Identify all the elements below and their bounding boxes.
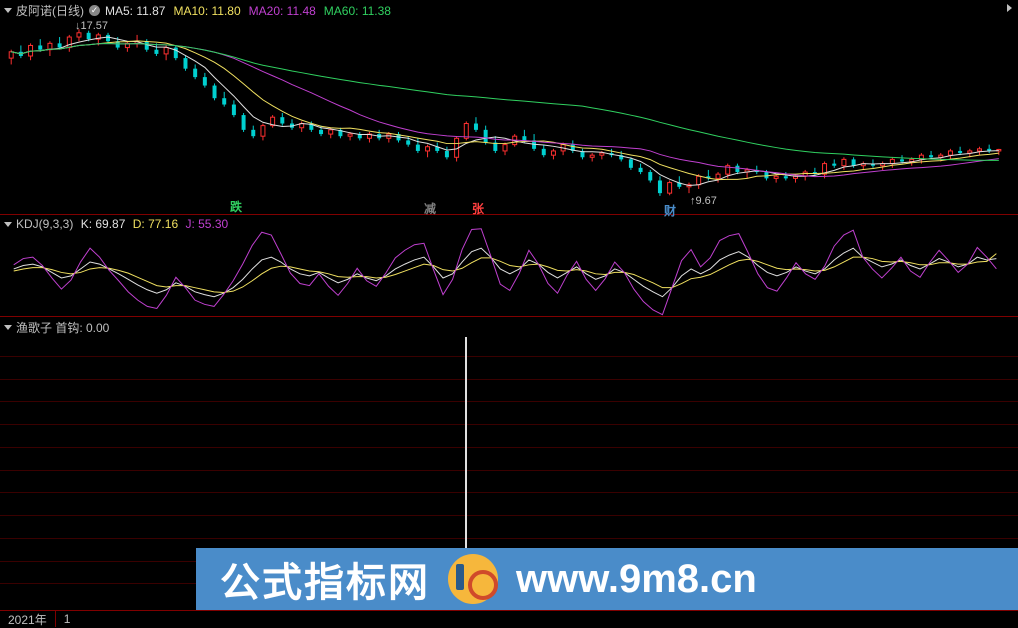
grid-line	[0, 401, 1018, 402]
grid-line	[0, 470, 1018, 471]
kdj-header: KDJ(9,3,3) K: 69.87 D: 77.16 J: 55.30	[4, 217, 228, 231]
banner-logo-icon	[448, 554, 498, 604]
banner-cn-text: 公式指标网	[220, 550, 430, 608]
grid-line	[0, 379, 1018, 380]
timeline-footer: 2021年 1	[0, 610, 1018, 627]
indicator-title: 渔歌子 首钩: 0.00	[16, 319, 109, 336]
grid-line	[0, 356, 1018, 357]
grid-line	[0, 538, 1018, 539]
kdj-j-label: J: 55.30	[185, 217, 228, 231]
grid-line	[0, 492, 1018, 493]
footer-month: 1	[56, 611, 79, 627]
collapse-icon[interactable]	[4, 8, 12, 13]
banner-url-text: www.9m8.cn	[516, 557, 757, 602]
ma-legend: MA5: 11.87 MA10: 11.80 MA20: 11.48 MA60: 11…	[105, 4, 399, 18]
check-icon[interactable]: ✓	[89, 5, 100, 16]
grid-line	[0, 424, 1018, 425]
kdj-title: KDJ(9,3,3)	[16, 217, 73, 231]
price-chart-panel[interactable]: 皮阿诺(日线) ✓ MA5: 11.87 MA10: 11.80 MA20: 11.…	[0, 0, 1018, 215]
grid-line	[0, 515, 1018, 516]
footer-year: 2021年	[0, 611, 56, 627]
ma-legend-item: MA60: 11.38	[324, 4, 391, 18]
stock-title: 皮阿诺(日线)	[16, 2, 84, 19]
grid-line	[0, 447, 1018, 448]
price-chart-header: 皮阿诺(日线) ✓ MA5: 11.87 MA10: 11.80 MA20: 11.…	[4, 2, 399, 19]
kdj-panel[interactable]: KDJ(9,3,3) K: 69.87 D: 77.16 J: 55.30	[0, 215, 1018, 317]
ma-legend-item: MA20: 11.48	[249, 4, 316, 18]
kdj-d-label: D: 77.16	[133, 217, 178, 231]
kdj-k-label: K: 69.87	[81, 217, 126, 231]
watermark-banner: 公式指标网 www.9m8.cn	[196, 548, 1018, 610]
ma-legend-item: MA5: 11.87	[105, 4, 165, 18]
collapse-icon[interactable]	[4, 222, 12, 227]
price-chart-svg	[0, 0, 1018, 214]
indicator-header: 渔歌子 首钩: 0.00	[4, 319, 109, 336]
ma-legend-item: MA10: 11.80	[173, 4, 240, 18]
collapse-icon[interactable]	[4, 325, 12, 330]
